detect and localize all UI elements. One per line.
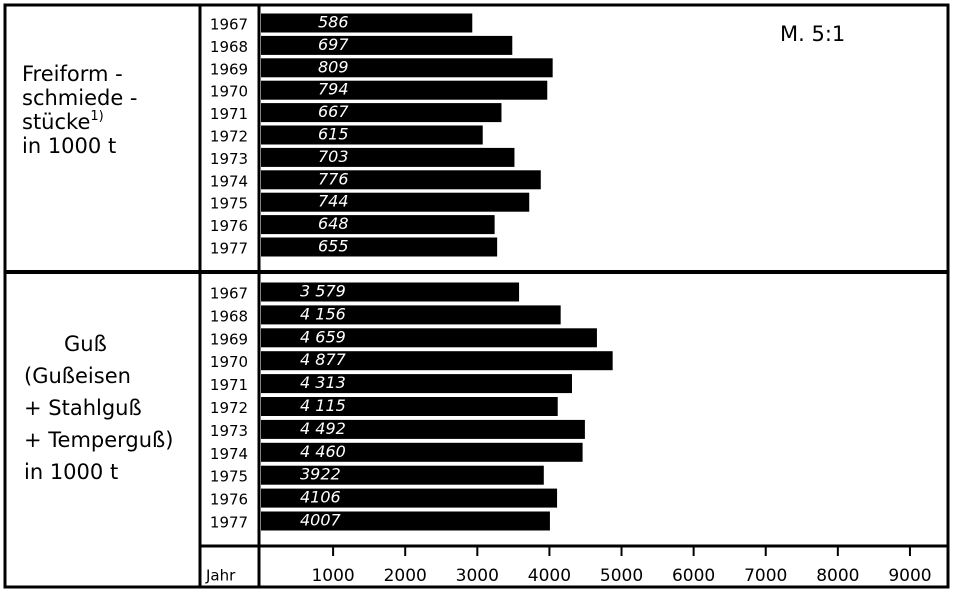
bar xyxy=(261,351,613,371)
x-tick-label: 5000 xyxy=(600,566,643,586)
bar xyxy=(261,488,558,508)
frame xyxy=(3,3,950,589)
value-label: 697 xyxy=(318,35,349,54)
value-label: 4 156 xyxy=(300,304,346,323)
bar xyxy=(261,465,544,485)
value-label: 4106 xyxy=(300,488,341,507)
value-label: 4 659 xyxy=(300,327,346,346)
value-label: 776 xyxy=(318,169,349,188)
y-tick-label: 1968 xyxy=(210,307,248,325)
panel-label: + Stahlguß xyxy=(24,396,142,420)
bar xyxy=(261,511,550,531)
value-label: 655 xyxy=(318,237,349,256)
x-tick-label: 9000 xyxy=(888,566,931,586)
bar xyxy=(261,397,558,416)
axis-label: Jahr xyxy=(205,567,236,585)
bar xyxy=(261,374,572,394)
y-tick-label: 1977 xyxy=(210,514,248,532)
panel-label: schmiede - xyxy=(22,86,138,110)
y-tick-label: 1977 xyxy=(210,240,248,258)
bar xyxy=(261,125,483,145)
value-label: 809 xyxy=(318,57,349,76)
panel-label: in 1000 t xyxy=(22,134,116,158)
footnote: 1) xyxy=(90,109,103,124)
value-label: 4 460 xyxy=(300,442,346,461)
x-tick-label: 6000 xyxy=(672,566,715,586)
y-tick-label: 1972 xyxy=(210,399,248,417)
bar xyxy=(261,170,541,190)
y-tick-label: 1973 xyxy=(210,422,248,440)
x-tick-label: 1000 xyxy=(311,566,354,586)
value-label: 4007 xyxy=(300,511,342,530)
y-tick-label: 1968 xyxy=(210,38,248,56)
value-label: 703 xyxy=(318,147,349,166)
panel-label: Guß xyxy=(64,332,107,356)
bar xyxy=(261,215,495,235)
bar xyxy=(261,80,548,100)
bar xyxy=(261,192,530,212)
value-label: 794 xyxy=(318,80,349,99)
value-label: 744 xyxy=(318,192,349,211)
value-label: 648 xyxy=(318,214,349,233)
y-tick-label: 1975 xyxy=(210,195,248,213)
x-tick-label: 8000 xyxy=(816,566,859,586)
bar xyxy=(261,35,513,55)
y-tick-label: 1967 xyxy=(210,16,248,34)
bar xyxy=(261,305,561,325)
panel-label: in 1000 t xyxy=(24,460,118,484)
y-tick-label: 1969 xyxy=(210,60,248,78)
y-tick-label: 1973 xyxy=(210,150,248,168)
bar xyxy=(261,103,502,123)
y-tick-label: 1975 xyxy=(210,468,248,486)
value-label: 3922 xyxy=(300,465,341,484)
y-tick-label: 1971 xyxy=(210,105,248,123)
x-tick-label: 2000 xyxy=(384,566,427,586)
y-tick-label: 1972 xyxy=(210,128,248,146)
panel-label: + Temperguß) xyxy=(24,428,173,452)
panel-label: Freiform - xyxy=(22,62,123,86)
y-tick-label: 1974 xyxy=(210,172,248,190)
y-tick-label: 1970 xyxy=(210,353,248,371)
panel-label: (Gußeisen xyxy=(24,364,131,388)
y-tick-label: 1967 xyxy=(210,285,248,303)
y-tick-label: 1976 xyxy=(210,217,248,235)
value-label: 615 xyxy=(318,125,349,144)
bar xyxy=(261,282,520,302)
x-tick-label: 3000 xyxy=(456,566,499,586)
x-tick-label: 4000 xyxy=(528,566,571,586)
bar xyxy=(261,13,473,33)
bar xyxy=(261,237,498,257)
x-tick-label: 7000 xyxy=(744,566,787,586)
y-tick-label: 1969 xyxy=(210,330,248,348)
value-label: 3 579 xyxy=(300,282,346,301)
y-tick-label: 1970 xyxy=(210,83,248,101)
y-tick-label: 1971 xyxy=(210,376,248,394)
value-label: 4 877 xyxy=(300,350,347,369)
value-label: 4 492 xyxy=(300,419,346,438)
value-label: 4 115 xyxy=(300,396,346,415)
scale-label: M. 5:1 xyxy=(780,22,845,46)
bar xyxy=(261,58,553,78)
value-label: 4 313 xyxy=(300,373,346,392)
value-label: 586 xyxy=(318,13,349,32)
bar xyxy=(261,328,597,348)
bar xyxy=(261,147,515,167)
bar xyxy=(261,419,585,439)
value-label: 667 xyxy=(318,102,349,121)
bar xyxy=(261,442,583,462)
y-tick-label: 1974 xyxy=(210,445,248,463)
panel-label: stücke1) xyxy=(22,109,104,135)
y-tick-label: 1976 xyxy=(210,491,248,509)
